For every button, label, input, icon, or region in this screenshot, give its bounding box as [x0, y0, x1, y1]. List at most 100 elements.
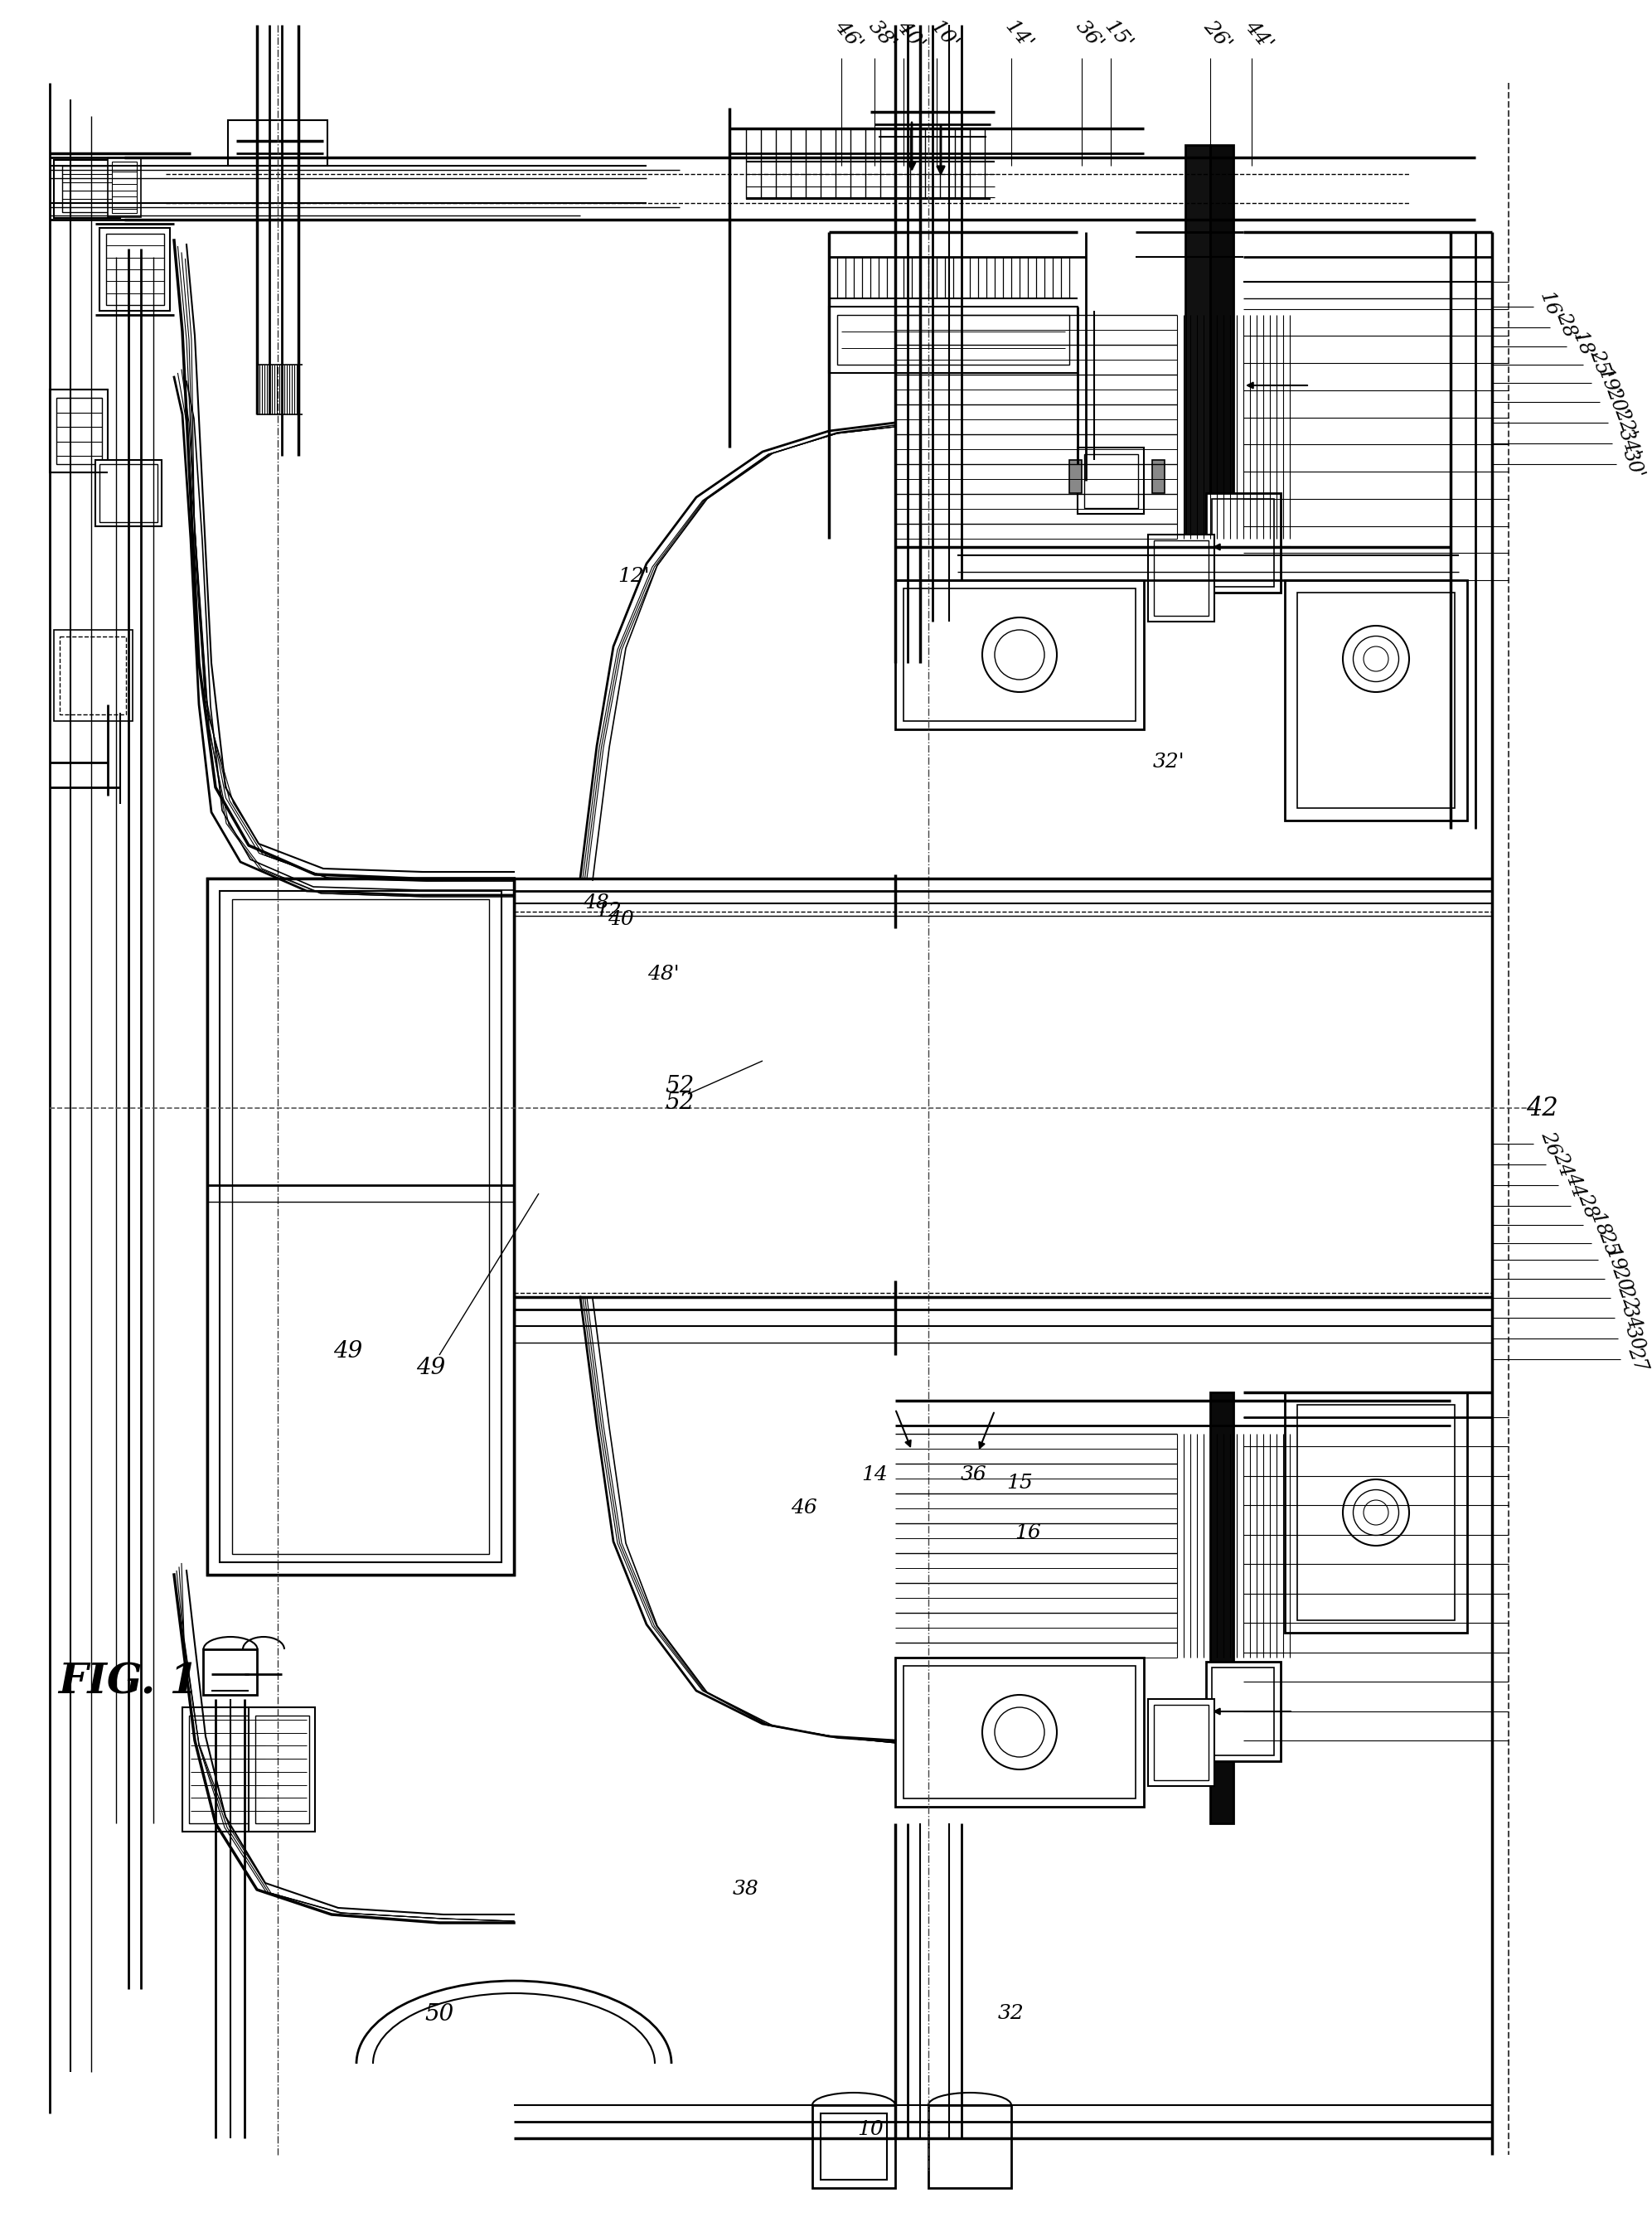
Bar — [1206, 492, 1280, 592]
Bar — [203, 1649, 258, 1694]
Text: 26: 26 — [1536, 1128, 1563, 1159]
Text: 28: 28 — [1574, 1191, 1601, 1222]
Bar — [1213, 1667, 1274, 1756]
Bar — [1297, 1406, 1455, 1621]
Bar — [106, 233, 164, 306]
Text: 20: 20 — [1607, 1264, 1634, 1295]
Bar — [50, 390, 107, 472]
Text: 30: 30 — [1621, 1324, 1647, 1352]
Bar — [1153, 541, 1209, 616]
Text: 44: 44 — [1561, 1171, 1588, 1199]
Text: 18': 18' — [1569, 328, 1597, 364]
Text: 10': 10' — [927, 18, 961, 53]
Bar — [249, 1707, 316, 1831]
Bar — [107, 157, 140, 217]
Text: 46: 46 — [791, 1499, 818, 1519]
Text: 32': 32' — [1153, 754, 1184, 772]
Bar — [1213, 499, 1274, 588]
Text: 24: 24 — [1550, 1148, 1576, 1179]
Bar — [63, 166, 112, 213]
Bar — [56, 397, 102, 463]
Bar — [1084, 454, 1138, 508]
Text: 10: 10 — [857, 2119, 884, 2139]
Bar — [1186, 144, 1211, 543]
Text: 25': 25' — [1586, 348, 1614, 381]
Text: 52: 52 — [666, 1091, 694, 1113]
Bar — [1285, 581, 1467, 820]
Text: 16: 16 — [1014, 1523, 1041, 1543]
Bar — [96, 459, 162, 525]
Bar — [206, 878, 514, 1574]
Bar — [1148, 1698, 1214, 1787]
Text: 40: 40 — [608, 911, 634, 929]
Bar — [59, 636, 126, 714]
Bar — [188, 1716, 268, 1822]
Text: 50: 50 — [425, 2002, 454, 2024]
Bar — [1211, 144, 1234, 576]
Bar — [1151, 459, 1165, 492]
Text: 15': 15' — [1100, 18, 1135, 53]
Text: 49: 49 — [416, 1357, 446, 1379]
Text: 48: 48 — [583, 893, 610, 913]
Bar — [112, 162, 137, 213]
Bar — [1211, 1392, 1234, 1822]
Bar — [55, 160, 121, 217]
Bar — [813, 2106, 895, 2188]
Bar — [99, 463, 157, 523]
Text: FIG. 1: FIG. 1 — [58, 1663, 198, 1703]
Bar — [821, 2113, 887, 2179]
Bar — [928, 2106, 1011, 2188]
Text: 36': 36' — [1072, 18, 1107, 53]
Bar — [904, 588, 1135, 721]
Text: 27: 27 — [1624, 1344, 1650, 1375]
Text: 28': 28' — [1553, 310, 1581, 346]
Bar — [895, 581, 1143, 729]
Text: 48': 48' — [648, 964, 679, 984]
Text: 20': 20' — [1602, 384, 1631, 419]
Text: 42: 42 — [1526, 1095, 1558, 1122]
Text: 15: 15 — [1006, 1474, 1032, 1492]
Text: 16': 16' — [1536, 288, 1564, 324]
Text: 34': 34' — [1614, 426, 1644, 461]
Text: 25: 25 — [1594, 1228, 1621, 1257]
Text: 52: 52 — [666, 1075, 694, 1097]
Text: 44': 44' — [1241, 18, 1277, 53]
Bar — [55, 630, 132, 721]
Text: 22: 22 — [1614, 1284, 1640, 1312]
Bar — [838, 315, 1069, 364]
Bar — [231, 900, 489, 1554]
Text: 12: 12 — [595, 902, 621, 922]
Bar — [256, 1716, 309, 1822]
Bar — [1077, 448, 1143, 514]
Text: 30': 30' — [1619, 446, 1647, 481]
Bar — [1148, 534, 1214, 621]
Text: 46': 46' — [831, 18, 866, 53]
Text: 19': 19' — [1594, 366, 1622, 401]
Bar — [904, 1665, 1135, 1798]
Text: 38: 38 — [733, 1880, 760, 1900]
Bar — [1285, 1392, 1467, 1632]
Text: 49: 49 — [334, 1339, 363, 1361]
Text: 18: 18 — [1586, 1210, 1612, 1239]
Bar — [1153, 1705, 1209, 1780]
Text: 32: 32 — [998, 2004, 1024, 2024]
Bar — [182, 1707, 274, 1831]
Text: 14: 14 — [861, 1465, 887, 1485]
Bar — [228, 120, 327, 166]
Bar — [829, 306, 1077, 372]
Bar — [220, 891, 502, 1563]
Text: 14': 14' — [1001, 18, 1036, 53]
Text: 40': 40' — [894, 18, 928, 53]
Text: 38': 38' — [864, 18, 899, 53]
Bar — [1297, 592, 1455, 807]
Bar — [1069, 459, 1082, 492]
Text: 12': 12' — [618, 568, 651, 585]
Bar — [99, 228, 170, 310]
Text: 22': 22' — [1611, 406, 1639, 441]
Text: 34: 34 — [1617, 1304, 1644, 1332]
Bar — [895, 1658, 1143, 1807]
Text: 19: 19 — [1601, 1244, 1627, 1275]
Bar — [1206, 1663, 1280, 1760]
Text: 36: 36 — [961, 1465, 988, 1485]
Text: 26': 26' — [1199, 18, 1236, 53]
